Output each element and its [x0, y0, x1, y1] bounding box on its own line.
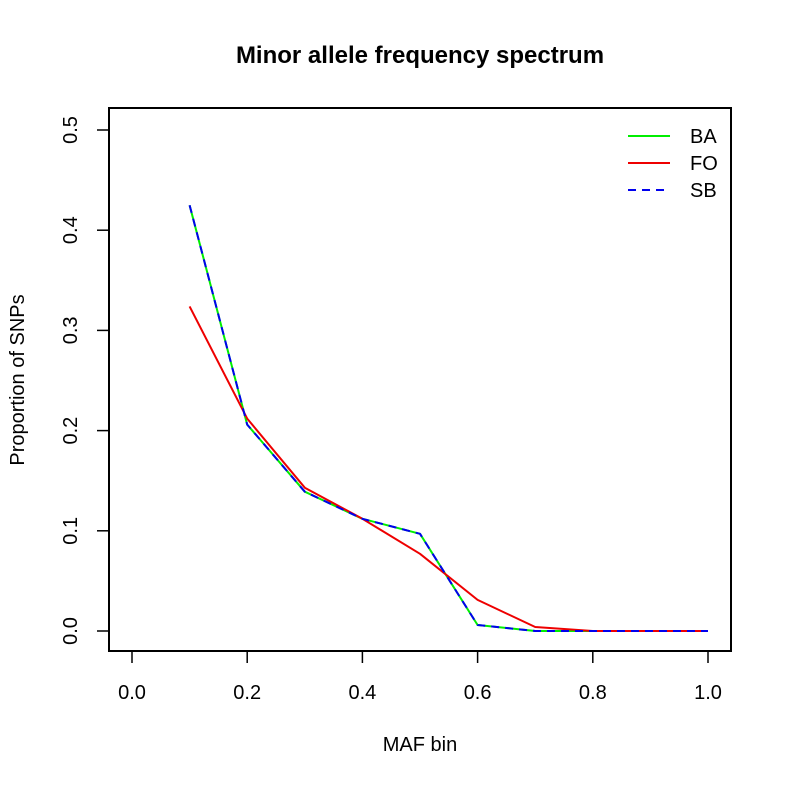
legend: BA FO SB	[628, 126, 718, 202]
y-tick-label: 0.4	[60, 216, 82, 244]
legend-label-sb: SB	[690, 180, 717, 202]
series-line-ba	[188, 204, 708, 632]
x-tick-label: 0.8	[579, 682, 607, 704]
legend-label-fo: FO	[690, 153, 718, 175]
series-line-fo	[188, 305, 708, 632]
y-axis: 0.0 0.1 0.2 0.3 0.4 0.5	[60, 116, 110, 645]
series-layer	[188, 204, 708, 632]
x-tick-label: 0.6	[464, 682, 492, 704]
x-tick-label: 0.4	[348, 682, 376, 704]
x-axis: 0.0 0.2 0.4 0.6 0.8 1.0	[118, 650, 722, 704]
y-tick-label: 0.2	[60, 417, 82, 445]
y-tick-label: 0.3	[60, 316, 82, 344]
plot-frame	[108, 107, 732, 652]
series-line-sb	[188, 204, 708, 632]
x-tick-label: 0.2	[233, 682, 261, 704]
x-tick-label: 1.0	[694, 682, 722, 704]
y-tick-label: 0.1	[60, 517, 82, 545]
chart-title: Minor allele frequency spectrum	[236, 42, 604, 69]
y-axis-label: Proportion of SNPs	[7, 294, 29, 465]
y-tick-label: 0.0	[60, 617, 82, 645]
x-tick-label: 0.0	[118, 682, 146, 704]
legend-label-ba: BA	[690, 126, 717, 148]
y-tick-label: 0.5	[60, 116, 82, 144]
x-axis-label: MAF bin	[383, 734, 457, 756]
